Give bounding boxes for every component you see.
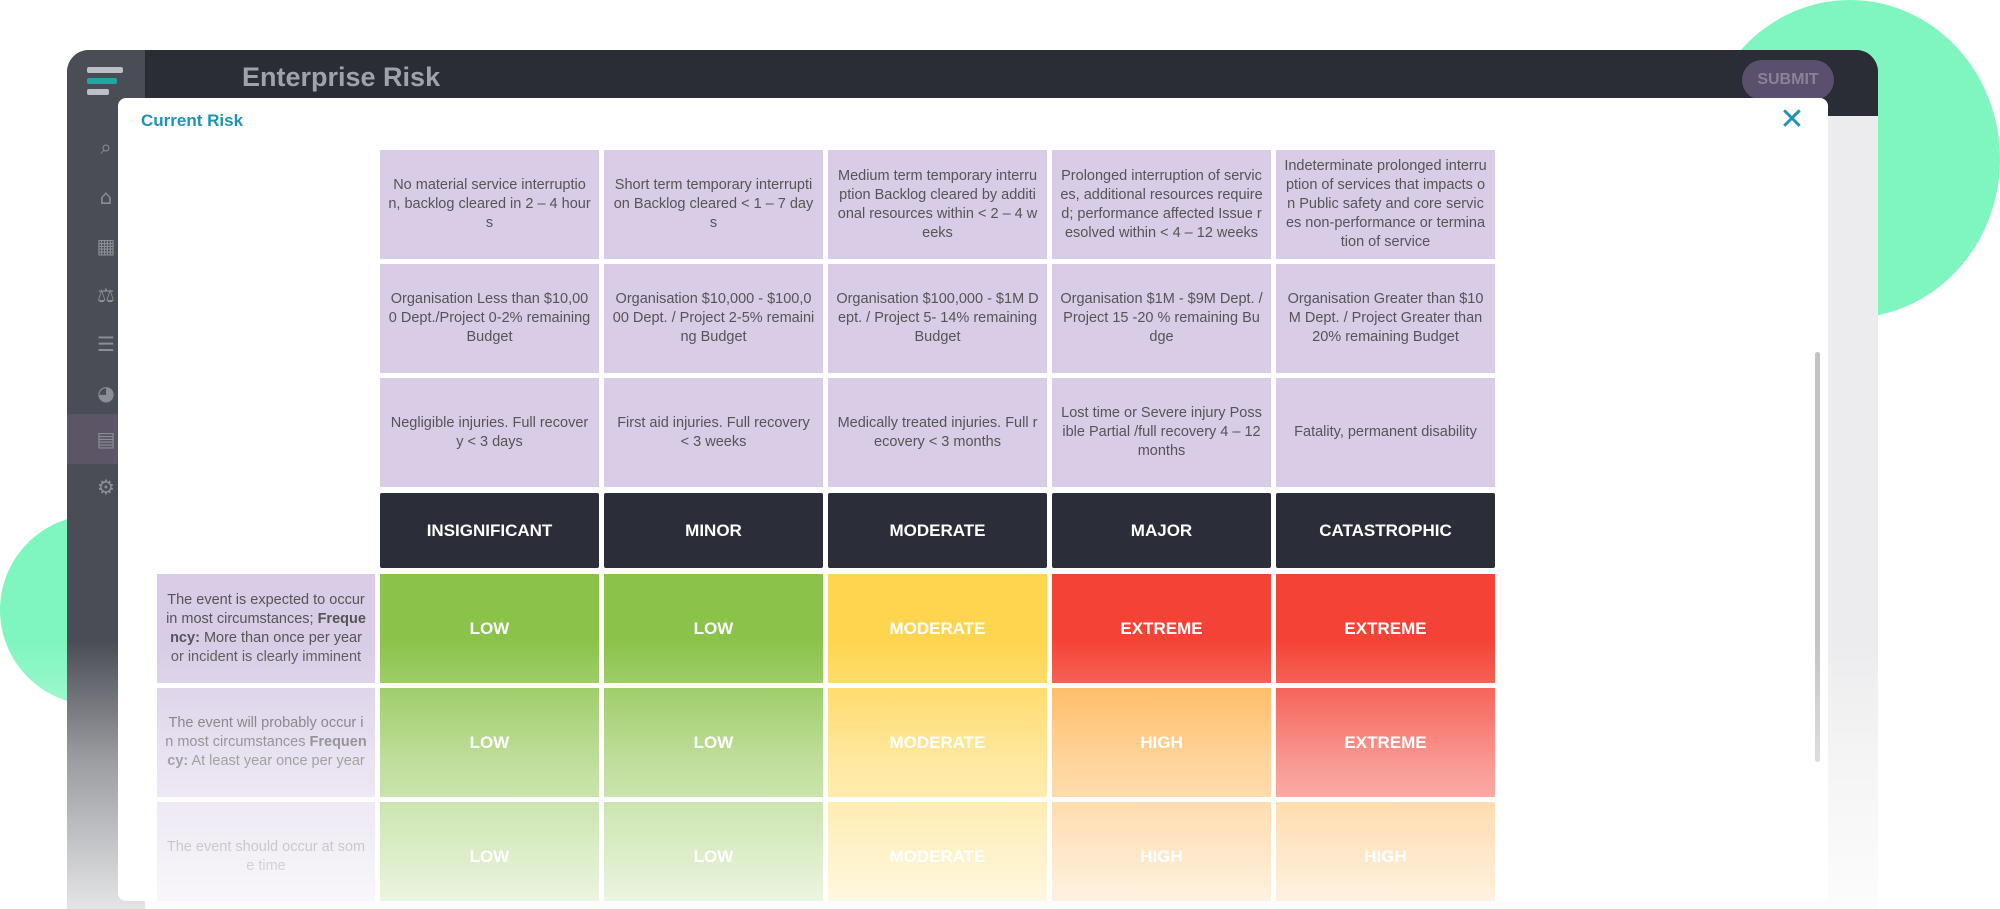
consequence-description-cell: Medium term temporary interruption Backl… [828, 150, 1047, 259]
search-icon[interactable]: ⌕ [100, 135, 112, 159]
risk-rating-cell: LOW [604, 802, 823, 901]
gear-icon[interactable]: ⚙ [97, 475, 115, 499]
likelihood-description-cell: The event should occur at some time [157, 802, 375, 901]
consequence-description-cell: Lost time or Severe injury Possible Part… [1052, 378, 1271, 487]
risk-rating-cell: LOW [380, 688, 599, 797]
consequence-description-cell: Organisation Less than $10,000 Dept./Pro… [380, 264, 599, 373]
frequency-text: More than once per year or incident is c… [170, 629, 362, 665]
likelihood-description: The event should occur at some time [166, 838, 366, 874]
consequence-description-cell: Organisation $100,000 - $1M Dept. / Proj… [828, 264, 1047, 373]
consequence-description-cell: Prolonged interruption of services, addi… [1052, 150, 1271, 259]
consequence-level-header: MAJOR [1052, 493, 1271, 568]
consequence-level-header: MODERATE [828, 493, 1047, 568]
modal-scrollbar[interactable] [1815, 352, 1820, 762]
consequence-description-cell: Organisation $10,000 - $100,000 Dept. / … [604, 264, 823, 373]
consequence-description-cell: Organisation Greater than $10M Dept. / P… [1276, 264, 1495, 373]
likelihood-description-cell: The event will probably occur in most ci… [157, 688, 375, 797]
risk-rating-cell: MODERATE [828, 802, 1047, 901]
likelihood-description-text: The event should occur at some time [165, 838, 367, 876]
modal-title: Current Risk [141, 111, 244, 130]
risk-rating-cell: LOW [604, 574, 823, 683]
risk-rating-cell: HIGH [1052, 802, 1271, 901]
likelihood-description-cell: The event is expected to occur in most c… [157, 574, 375, 683]
pie-chart-icon[interactable]: ◕ [97, 381, 115, 405]
risk-rating-cell: MODERATE [828, 574, 1047, 683]
consequence-description-cell: No material service interruption, backlo… [380, 150, 599, 259]
consequence-description-cell: Indeterminate prolonged interruption of … [1276, 150, 1495, 259]
risk-rating-cell: HIGH [1052, 688, 1271, 797]
risk-rating-cell: MODERATE [828, 688, 1047, 797]
consequence-description-cell: Medically treated injuries. Full recover… [828, 378, 1047, 487]
list-icon[interactable]: ☰ [97, 332, 115, 356]
consequence-description-cell: First aid injuries. Full recovery < 3 we… [604, 378, 823, 487]
risk-rating-cell: HIGH [1276, 802, 1495, 901]
close-icon[interactable]: ✕ [1779, 102, 1805, 137]
consequence-description-cell: Short term temporary interruption Backlo… [604, 150, 823, 259]
consequence-level-header: INSIGNIFICANT [380, 493, 599, 568]
risk-rating-cell: EXTREME [1276, 574, 1495, 683]
current-risk-modal: Current Risk ✕ SERVICE INTERRUPTIONNo ma… [118, 98, 1828, 901]
consequence-level-header: MINOR [604, 493, 823, 568]
likelihood-description-text: The event will probably occur in most ci… [165, 714, 367, 771]
grid-icon[interactable]: ▦ [96, 234, 116, 258]
risk-rating-cell: EXTREME [1276, 688, 1495, 797]
scales-icon[interactable]: ⚖ [97, 283, 115, 307]
risk-rating-cell: LOW [604, 688, 823, 797]
frequency-text: At least year once per year [191, 753, 365, 769]
app-logo-icon[interactable] [87, 67, 123, 101]
risk-rating-cell: EXTREME [1052, 574, 1271, 683]
risk-rating-cell: LOW [380, 574, 599, 683]
likelihood-description: The event is expected to occur in most c… [166, 591, 365, 627]
consequence-description-cell: Negligible injuries. Full recovery < 3 d… [380, 378, 599, 487]
likelihood-description-text: The event is expected to occur in most c… [165, 591, 367, 667]
consequence-level-header: CATASTROPHIC [1276, 493, 1495, 568]
app-title: Enterprise Risk [242, 62, 441, 92]
table-icon[interactable]: ▤ [96, 427, 116, 451]
submit-button[interactable]: SUBMIT [1742, 60, 1834, 100]
home-icon[interactable]: ⌂ [99, 185, 113, 209]
consequence-description-cell: Fatality, permanent disability [1276, 378, 1495, 487]
risk-rating-cell: LOW [380, 802, 599, 901]
consequence-description-cell: Organisation $1M - $9M Dept. / Project 1… [1052, 264, 1271, 373]
